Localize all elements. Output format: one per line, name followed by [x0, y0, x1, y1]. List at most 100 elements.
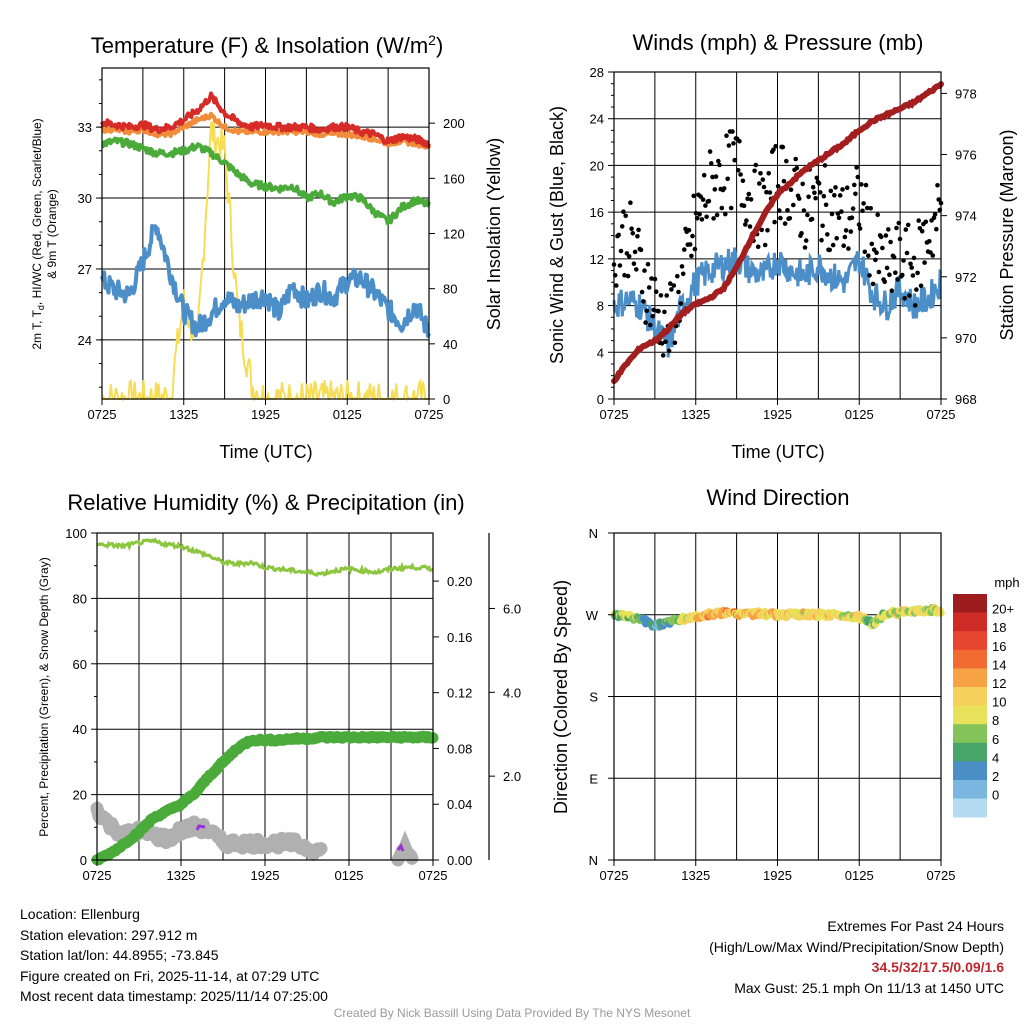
right-tick-label: 0 — [443, 392, 450, 407]
gust-point — [703, 203, 708, 208]
gust-point — [668, 281, 673, 286]
temperature-series — [100, 91, 431, 403]
gust-point — [758, 171, 763, 176]
gust-point — [652, 276, 658, 282]
right-tick-label: 0.04 — [447, 797, 472, 812]
gust-point — [891, 254, 897, 260]
gust-point — [690, 233, 695, 239]
gust-point — [692, 246, 698, 252]
legend-title: mph — [994, 575, 1019, 590]
gust-point — [748, 197, 754, 202]
legend-swatch — [953, 594, 987, 613]
humidity-time-axis: 0725 1325 1925 0125 0725 — [83, 860, 448, 883]
temperature-xlabel: Time (UTC) — [219, 442, 312, 462]
gust-point — [687, 242, 693, 247]
y-tick-label: 33 — [78, 120, 92, 135]
right-tick-label: 972 — [955, 270, 977, 285]
gust-point — [860, 208, 865, 214]
gust-point — [825, 232, 830, 237]
legend-swatch — [953, 649, 987, 669]
right-tick-label: 160 — [443, 171, 465, 186]
temperature-left-axis: 24 27 30 33 — [78, 79, 102, 388]
gust-point — [812, 190, 817, 196]
gust-point — [816, 181, 822, 186]
gust-point — [934, 226, 939, 232]
gust-point — [714, 212, 720, 218]
created-line: Figure created on Fri, 2025-11-14, at 07… — [20, 967, 320, 984]
gust-point — [832, 193, 837, 198]
legend-swatch — [953, 668, 987, 688]
y-tick-label: 24 — [590, 112, 604, 127]
gust-point — [821, 193, 827, 199]
gust-point — [806, 194, 811, 200]
gust-point — [787, 216, 793, 221]
gust-point — [840, 187, 845, 192]
right-tick-label: 80 — [443, 282, 457, 297]
gust-point — [833, 185, 838, 190]
y-tick-label: E — [589, 771, 598, 786]
gust-point — [923, 219, 929, 225]
x-tick-label: 0725 — [600, 407, 629, 422]
gust-point — [771, 147, 776, 153]
gust-point — [895, 277, 900, 282]
gust-point — [867, 273, 872, 278]
gust-point — [626, 254, 632, 259]
gust-point — [761, 184, 767, 190]
gust-point — [619, 224, 625, 229]
gust-point — [836, 215, 842, 221]
gust-point — [629, 226, 634, 231]
gust-point — [813, 195, 818, 201]
right-tick-label: 0.16 — [447, 630, 472, 645]
x-tick-label: 1925 — [763, 868, 792, 883]
gust-point — [738, 172, 743, 177]
gust-point — [682, 247, 687, 252]
temperature-ylabel-line2: & 9m T (Orange) — [45, 189, 59, 279]
right-tick-label: 0.00 — [447, 853, 472, 868]
gust-point — [694, 216, 700, 221]
gust-point — [762, 242, 768, 248]
gust-point — [886, 227, 891, 232]
precipitation-right-axis: 0.00 0.04 0.08 0.12 0.16 0.20 — [433, 574, 472, 868]
y-tick-label: W — [586, 608, 599, 623]
gust-point — [730, 129, 735, 134]
pressure-right-axis: 968 970 972 974 976 978 — [941, 86, 977, 407]
gust-point — [678, 301, 684, 306]
gust-point — [901, 258, 906, 263]
gust-point — [646, 285, 652, 290]
gust-point — [842, 234, 848, 240]
x-tick-label: 0725 — [927, 868, 956, 883]
gust-point — [724, 133, 729, 138]
y-tick-label: 20 — [590, 158, 604, 173]
temperature-panel: Temperature (F) & Insolation (W/m2) 24 27… — [30, 32, 504, 462]
y-tick-label: 40 — [73, 722, 87, 737]
x-tick-label: 1325 — [681, 868, 710, 883]
y-tick-label: 20 — [73, 788, 87, 803]
y-tick-label: 0 — [80, 853, 87, 868]
gust-point — [903, 227, 909, 232]
gust-point — [731, 141, 736, 146]
gust-point — [801, 208, 807, 213]
y-tick-label: 16 — [590, 205, 604, 220]
gust-point — [829, 211, 835, 217]
y-tick-label: 4 — [597, 345, 604, 360]
gust-point — [697, 212, 702, 217]
right-tick-label: 0.12 — [447, 686, 472, 701]
precipitation-line — [91, 730, 439, 866]
right-tick-label: 970 — [955, 331, 977, 346]
gust-point — [775, 183, 781, 189]
gust-point — [894, 225, 899, 231]
gust-point — [635, 234, 640, 239]
gust-point — [726, 143, 732, 148]
x-tick-label: 1325 — [167, 868, 196, 883]
gust-point — [693, 210, 699, 216]
location-line: Location: Ellenburg — [20, 906, 140, 922]
gust-point — [656, 308, 661, 314]
x-tick-label: 0725 — [88, 407, 117, 422]
y-tick-label: 24 — [78, 333, 92, 348]
gust-point — [618, 248, 624, 254]
x-tick-label: 0725 — [419, 868, 448, 883]
gust-point — [778, 215, 783, 221]
gust-point — [623, 213, 628, 219]
gust-point — [728, 205, 734, 211]
gust-point — [686, 227, 692, 233]
